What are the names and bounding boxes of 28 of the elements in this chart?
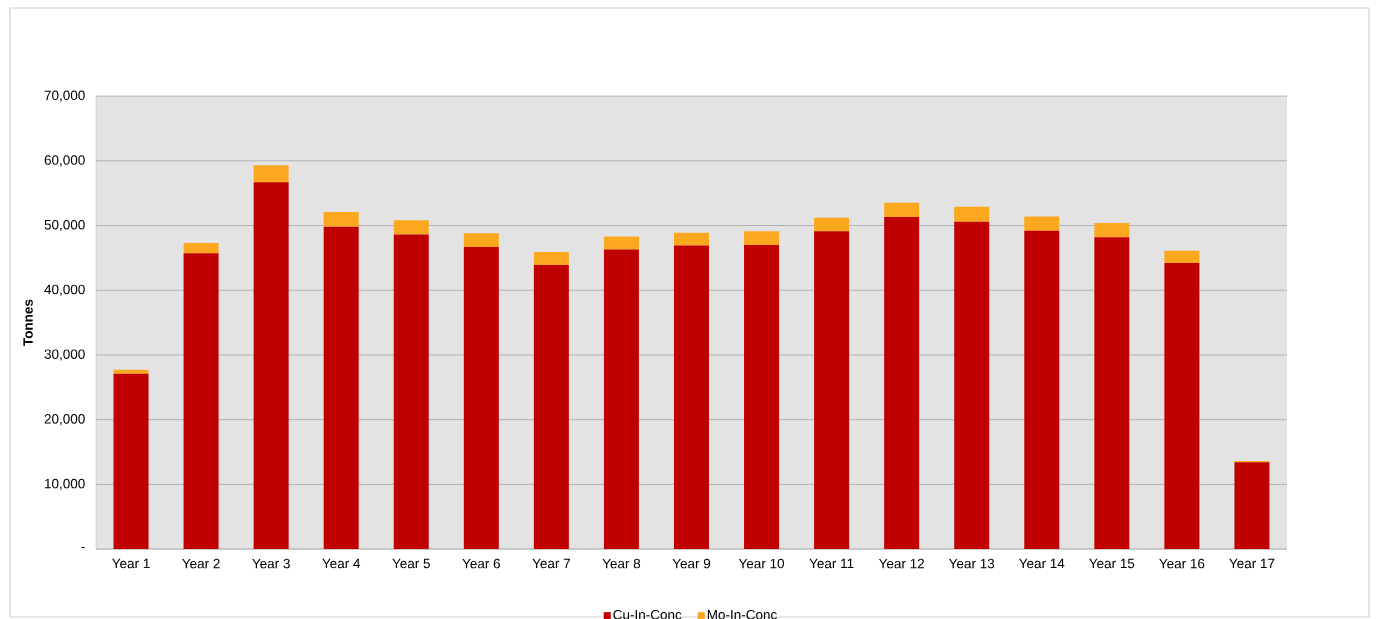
- x-tick-label: Year 10: [738, 558, 785, 569]
- legend-label: Cu-In-Conc: [613, 609, 682, 619]
- x-tick-label: Year 9: [672, 558, 711, 569]
- x-tick-label: Year 7: [532, 558, 570, 569]
- legend-label: Mo-In-Conc: [707, 609, 777, 619]
- x-tick-label: Year 1: [112, 558, 150, 569]
- y-tick-label: 10,000: [45, 478, 85, 490]
- x-tick-label: Year 14: [1019, 558, 1065, 569]
- x-tick-label: Year 5: [392, 558, 430, 569]
- x-tick-label: Year 17: [1229, 558, 1275, 569]
- x-tick-label: Year 6: [462, 558, 500, 569]
- y-axis-title: Tonnes: [23, 299, 33, 346]
- y-tick-label: 40,000: [44, 284, 85, 296]
- y-tick-label: -: [81, 547, 85, 549]
- y-tick-label: 50,000: [44, 219, 85, 232]
- x-tick-label: Year 15: [1089, 558, 1135, 569]
- x-tick-label: Year 8: [602, 558, 641, 569]
- x-tick-label: Year 2: [182, 558, 220, 569]
- y-tick-label: 60,000: [44, 155, 85, 167]
- x-tick-label: Year 11: [809, 558, 854, 569]
- x-tick-label: Year 3: [252, 558, 290, 569]
- y-tick-label: 20,000: [44, 414, 85, 426]
- x-tick-label: Year 12: [878, 558, 924, 569]
- x-tick-label: Year 4: [322, 558, 361, 569]
- x-tick-label: Year 16: [1159, 558, 1205, 569]
- y-tick-label: 30,000: [44, 349, 85, 361]
- x-tick-label: Year 13: [948, 558, 995, 569]
- y-tick-label: 70,000: [44, 90, 85, 102]
